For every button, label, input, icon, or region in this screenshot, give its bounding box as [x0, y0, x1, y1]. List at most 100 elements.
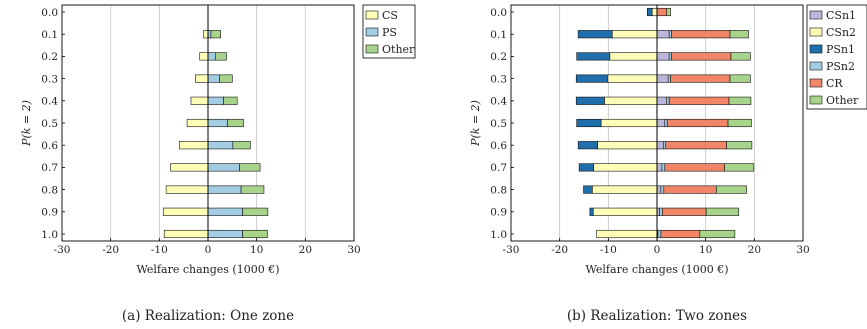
chart1-bar-psn2-1-0 — [657, 229, 662, 239]
chart0-bar-ps-0-4 — [207, 96, 224, 105]
chart1-bar-csn2-0-2 — [609, 52, 658, 61]
chart1-bar-psn2-0-2 — [668, 52, 672, 61]
chart1-bar-other-0-1 — [729, 30, 749, 39]
chart0-xtick-label: 0 — [205, 244, 212, 256]
chart1-bar-csn1-0-3 — [656, 74, 669, 83]
chart0-xtick-label: -20 — [102, 244, 119, 256]
chart0-bar-cs-0-5 — [186, 118, 209, 128]
chart1-bar-psn2-0-5 — [664, 118, 668, 128]
chart1-bar-psn1-0-5 — [576, 118, 602, 128]
chart0-bar-other-0-8 — [240, 185, 265, 194]
chart0-ytick-label: 0.6 — [41, 140, 58, 152]
chart1-xtick-label: -20 — [551, 244, 568, 256]
chart0-bar-ps-0-9 — [207, 207, 243, 216]
chart1-bar-psn1-0-9 — [589, 207, 594, 216]
chart1-bar-csn1-0-2 — [656, 52, 670, 61]
chart1-bar-csn1-0-6 — [656, 141, 664, 150]
chart0-ytick-label: 0.1 — [41, 29, 58, 41]
chart0-legend-label-cs: CS — [382, 9, 398, 22]
chart0-bar-other-1-0 — [242, 229, 268, 239]
chart1-y-axis-label: P(k = 2) — [469, 100, 482, 147]
chart1-bar-other-0-6 — [726, 141, 753, 150]
chart1-bar-psn1-0-0 — [646, 7, 653, 17]
chart1-bar-csn1-0-8 — [656, 185, 662, 194]
chart1-legend-swatch-psn1 — [809, 44, 823, 54]
chart0-ytick-label: 0.0 — [41, 7, 58, 19]
chart1-bar-cr-0-9 — [662, 207, 707, 216]
chart0-ytick-label: 0.8 — [41, 184, 58, 196]
chart1-bar-cr-0-5 — [666, 118, 729, 128]
chart0-bar-ps-0-6 — [207, 141, 234, 150]
chart1-legend-label-csn2: CSn2 — [826, 26, 856, 39]
chart1-bar-other-0-7 — [724, 163, 755, 172]
chart0-bar-cs-0-2 — [199, 52, 209, 61]
chart1-bar-cr-0-6 — [665, 141, 727, 150]
chart1-legend-label-psn1: PSn1 — [826, 43, 855, 56]
chart1-caption: (b) Realization: Two zones — [567, 308, 747, 324]
chart0-xtick-label: -10 — [151, 244, 168, 256]
chart1-bar-csn2-0-3 — [607, 74, 658, 83]
chart0-bar-other-0-9 — [242, 207, 269, 216]
chart0-bar-other-0-3 — [219, 74, 233, 83]
chart0-y-axis-label: P(k = 2) — [20, 100, 33, 147]
chart1-bar-psn2-0-3 — [667, 74, 671, 83]
chart1-ytick-label: 0.5 — [490, 118, 507, 130]
chart1-ytick-label: 0.1 — [490, 29, 507, 41]
chart1-legend-swatch-cr — [809, 78, 823, 88]
chart0-ytick-label: 0.5 — [41, 118, 58, 130]
chart1-bar-csn2-1-0 — [596, 229, 658, 239]
chart1-bar-psn2-0-4 — [666, 96, 670, 105]
chart0-xtick-label: 30 — [347, 244, 360, 256]
chart1-bar-other-0-8 — [716, 185, 747, 194]
chart1-ytick-label: 0.6 — [490, 140, 507, 152]
chart0-bar-other-0-6 — [232, 141, 251, 150]
chart1-bar-csn2-0-1 — [611, 30, 658, 39]
chart1-ytick-label: 0.3 — [490, 73, 507, 85]
chart0-ytick-label: 0.3 — [41, 73, 58, 85]
chart1-bar-psn1-0-3 — [575, 74, 609, 83]
chart1-bar-cr-0-1 — [671, 30, 731, 39]
chart0-legend-swatch-cs — [365, 10, 379, 20]
chart1-bar-psn2-0-6 — [663, 141, 667, 150]
chart1-bar-psn2-0-8 — [660, 185, 665, 194]
chart1-xtick-label: -10 — [600, 244, 617, 256]
chart0-bar-other-0-1 — [210, 30, 221, 39]
chart0-bar-cs-1-0 — [163, 229, 209, 239]
chart1-bar-other-0-4 — [728, 96, 752, 105]
chart1-bar-other-0-0 — [666, 7, 671, 17]
chart1-bar-csn2-0-7 — [593, 163, 658, 172]
chart1-xtick-label: 0 — [654, 244, 661, 256]
chart1-bar-csn2-0-8 — [591, 185, 658, 194]
chart0-bar-cs-0-3 — [195, 74, 209, 83]
chart1-ytick-label: 0.4 — [490, 96, 507, 108]
chart1-bar-cr-0-2 — [671, 52, 732, 61]
chart1-bar-other-0-3 — [729, 74, 751, 83]
chart1-bar-csn2-0-0 — [651, 7, 658, 17]
chart0-bar-cs-0-6 — [178, 141, 209, 150]
chart0-legend-label-other: Other — [382, 43, 415, 56]
chart0-bar-ps-0-7 — [207, 163, 240, 172]
chart1-bar-csn2-0-4 — [604, 96, 658, 105]
chart1-bar-csn1-0-5 — [656, 118, 666, 128]
chart1-bar-psn2-0-1 — [668, 30, 672, 39]
chart1-x-axis-label: Welfare changes (1000 €) — [586, 263, 729, 276]
chart0-bar-other-0-2 — [215, 52, 227, 61]
chart1-legend-label-cr: CR — [826, 77, 843, 90]
chart0-bar-ps-1-0 — [207, 229, 243, 239]
chart0-ytick-label: 0.7 — [41, 162, 58, 174]
chart0-ytick-label: 0.9 — [41, 207, 58, 219]
chart1-legend-label-csn1: CSn1 — [826, 9, 856, 22]
chart1-bar-cr-0-7 — [664, 163, 725, 172]
chart1-xtick-label: 10 — [699, 244, 712, 256]
chart1-bar-psn1-0-4 — [575, 96, 605, 105]
chart1-ytick-label: 1.0 — [490, 229, 507, 241]
chart0-legend-label-ps: PS — [382, 26, 397, 39]
chart0-ytick-label: 0.4 — [41, 96, 58, 108]
chart0-bar-ps-0-5 — [207, 118, 228, 128]
chart1-ytick-label: 0.9 — [490, 207, 507, 219]
chart0-caption: (a) Realization: One zone — [122, 308, 294, 324]
chart0-xtick-label: 10 — [250, 244, 263, 256]
chart0-bar-ps-0-2 — [207, 52, 216, 61]
chart1-bar-other-1-0 — [699, 229, 736, 239]
chart1-bar-psn1-0-8 — [583, 185, 593, 194]
